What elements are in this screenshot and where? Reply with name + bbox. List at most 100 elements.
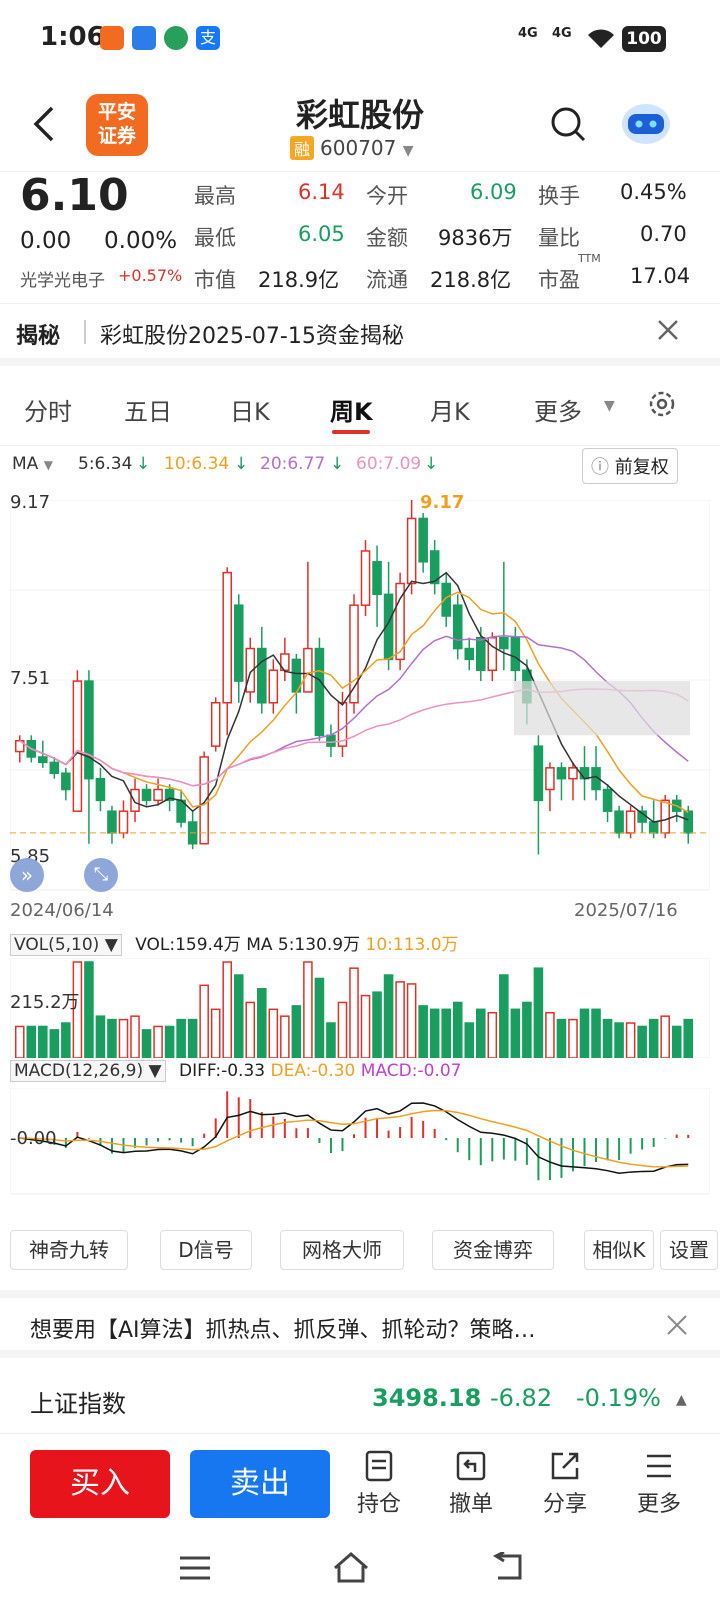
volume-bar <box>556 1018 567 1059</box>
candle <box>614 810 624 834</box>
candle <box>395 582 405 661</box>
macd-chart[interactable]: -0.00 <box>9 1087 711 1218</box>
volume-bar <box>429 1008 440 1059</box>
mktcap-value: 218.9亿 <box>258 268 340 292</box>
down-arrow-icon: ↓ <box>330 454 345 474</box>
tab-daily-k[interactable]: 日K <box>230 398 270 426</box>
volume-bar <box>452 1001 463 1059</box>
macd-dea: DEA:-0.30 <box>270 1061 356 1081</box>
stock-header: 平安 证券 彩虹股份 融 600707 ▼ <box>0 84 720 172</box>
candle <box>303 647 313 693</box>
tab-monthly-k[interactable]: 月K <box>430 398 470 426</box>
stock-code: 600707 <box>320 136 397 160</box>
volume-legend: VOL(5,10) ▼ VOL:159.4万 MA 5:130.9万 10:11… <box>10 930 710 958</box>
volume-bar <box>107 1018 117 1059</box>
kline-chart[interactable]: 9.17 7.51 5.85 2024/06/14 2025/07/16 9.1… <box>9 492 711 930</box>
candle <box>130 788 140 812</box>
volume-bar <box>349 967 359 1059</box>
candle <box>141 788 152 802</box>
ma60-value: 60:7.09 <box>356 454 422 474</box>
candle <box>533 745 544 802</box>
volume-bar <box>187 1018 198 1059</box>
volume-bar <box>314 977 325 1059</box>
turnover-value: 0.45% <box>620 180 687 204</box>
ma-selector[interactable]: MA ▼ <box>12 454 53 474</box>
candle <box>257 647 267 704</box>
gear-icon[interactable] <box>646 388 678 420</box>
close-icon[interactable] <box>656 318 680 342</box>
undo-icon <box>456 1451 486 1481</box>
end-date: 2025/07/16 <box>574 900 678 921</box>
ma10-value: 10:6.34 <box>164 454 230 474</box>
tab-five-day[interactable]: 五日 <box>124 398 172 426</box>
sell-button[interactable]: 卖出 <box>190 1450 330 1518</box>
tool-magic-nine[interactable]: 神奇九转 <box>10 1230 128 1270</box>
tool-similar-k[interactable]: 相似K <box>584 1230 654 1270</box>
volume-chart[interactable]: 215.2万 <box>9 957 711 1059</box>
buy-button[interactable]: 买入 <box>30 1450 170 1518</box>
expand-left-icon[interactable]: » <box>10 858 44 892</box>
index-value: 3498.18 <box>372 1384 482 1412</box>
tool-grid-master[interactable]: 网格大师 <box>280 1230 404 1270</box>
cancel-order-button[interactable]: 撤单 <box>436 1450 506 1518</box>
back-icon[interactable] <box>30 104 58 144</box>
volume-bar <box>625 1022 636 1059</box>
diff-line <box>19 1102 689 1175</box>
volume-bar <box>372 991 382 1059</box>
volume-bar <box>510 1008 521 1059</box>
volume-bar <box>118 1018 129 1059</box>
volume-bar <box>61 1022 71 1059</box>
vol-ma5: MA 5:130.9万 <box>246 935 361 955</box>
search-icon[interactable] <box>548 104 588 144</box>
hold-button[interactable]: 持仓 <box>344 1450 414 1518</box>
close-icon[interactable] <box>666 1314 688 1336</box>
margin-badge: 融 <box>290 136 315 160</box>
vol-indicator-selector[interactable]: VOL(5,10) ▼ <box>10 934 122 956</box>
pe-label: 市盈 <box>538 268 580 292</box>
document-icon <box>365 1450 393 1482</box>
volume-bar <box>153 1025 163 1059</box>
macd-indicator-selector[interactable]: MACD(12,26,9) ▼ <box>10 1060 166 1082</box>
sector-name[interactable]: 光学光电子 <box>20 271 105 291</box>
candle <box>49 761 60 775</box>
tool-settings[interactable]: 设置 <box>660 1230 718 1270</box>
volume-bar <box>637 1025 647 1059</box>
more-button[interactable]: 更多 <box>624 1450 694 1518</box>
share-button[interactable]: 分享 <box>530 1450 600 1518</box>
volume-bar <box>660 1015 670 1059</box>
candle <box>660 799 670 834</box>
recent-apps-icon[interactable] <box>178 1554 212 1582</box>
tool-fund-game[interactable]: 资金博弈 <box>432 1230 554 1270</box>
tab-weekly-k[interactable]: 周K <box>330 398 373 426</box>
volume-bar <box>164 1025 175 1059</box>
reveal-banner[interactable]: 揭秘 彩虹股份2025-07-15资金揭秘 <box>0 306 720 366</box>
chevron-down-icon: ▼ <box>402 143 414 159</box>
ai-robot-icon[interactable] <box>618 96 674 148</box>
candle <box>475 636 486 671</box>
candle <box>372 561 382 596</box>
volume-bar <box>406 983 417 1059</box>
fullscreen-icon[interactable]: ⤡ <box>84 858 118 892</box>
back-nav-icon[interactable] <box>490 1552 524 1582</box>
ad-banner[interactable]: 想要用【AI算法】抓热点、抓反弹、抓轮动？策略… <box>0 1290 720 1358</box>
volume-bar <box>14 1025 25 1059</box>
index-ticker[interactable]: 上证指数 3498.18 -6.82 -0.19% ▲ <box>0 1364 720 1434</box>
candle <box>683 810 694 834</box>
ma5-value: 5:6.34 <box>78 454 133 474</box>
y-max-label: 9.17 <box>10 492 51 513</box>
info-icon: ⓘ <box>591 457 609 478</box>
tool-d-signal[interactable]: D信号 <box>160 1230 252 1270</box>
tab-intraday[interactable]: 分时 <box>24 398 72 426</box>
stock-code-selector[interactable]: 融 600707 ▼ <box>290 136 414 160</box>
adjust-mode-button[interactable]: ⓘ 前复权 <box>582 448 678 484</box>
volume-svg <box>9 957 711 1059</box>
reveal-tag: 揭秘 <box>16 324 61 349</box>
highlight-range <box>514 681 690 736</box>
chevron-down-icon: ▼ <box>604 398 615 414</box>
volume-bar <box>441 1008 451 1059</box>
down-arrow-icon: ↓ <box>234 454 249 474</box>
candle <box>579 767 590 780</box>
home-icon[interactable] <box>332 1550 370 1584</box>
volume-bar <box>591 1008 601 1059</box>
tab-more[interactable]: 更多 <box>534 398 582 426</box>
